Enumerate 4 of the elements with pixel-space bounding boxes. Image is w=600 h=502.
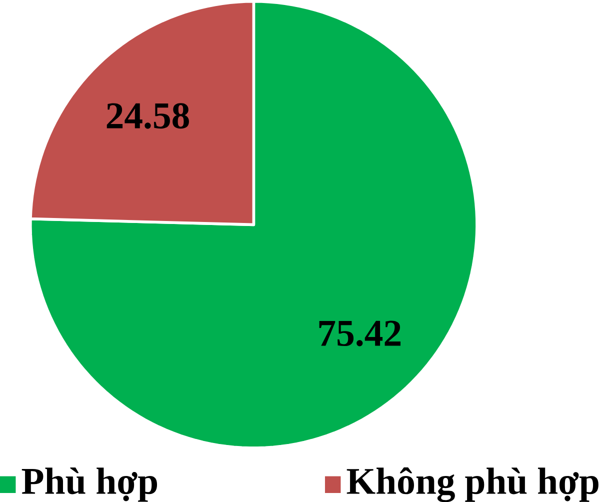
legend-label: Phù hợp xyxy=(22,467,158,502)
data-label: 24.58 xyxy=(106,103,189,129)
legend-label: Không phù hợp xyxy=(346,467,598,502)
data-label: 75.42 xyxy=(319,320,400,346)
